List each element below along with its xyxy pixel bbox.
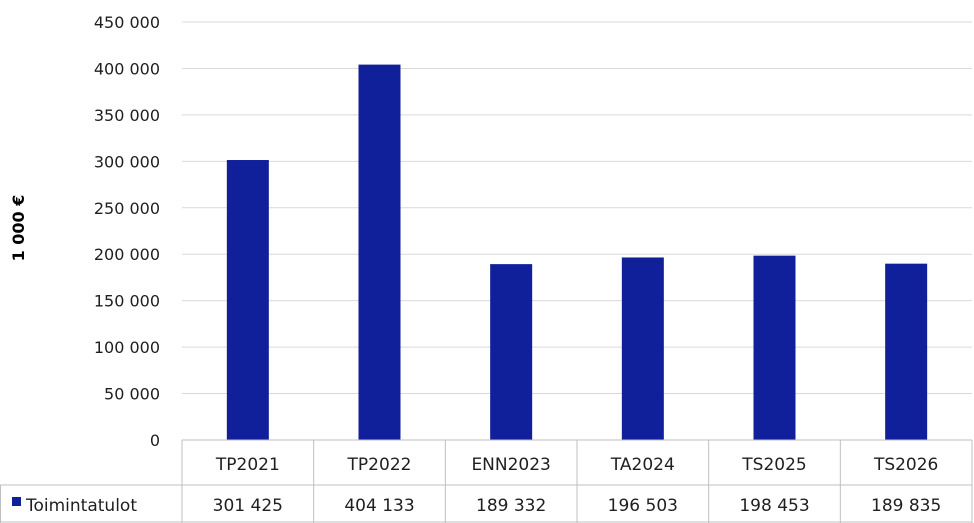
bars (226, 64, 928, 440)
y-axis-label: 1 000 € (9, 195, 28, 262)
y-tick-label: 100 000 (94, 338, 160, 357)
x-category-label: TP2022 (347, 455, 412, 475)
data-table: TP2021 301 425 TP2022 404 133 ENN2023 189 332… (0, 439, 973, 523)
y-tick-label: 350 000 (94, 106, 160, 125)
y-tick-label: 150 000 (94, 292, 160, 311)
y-tick-label: 250 000 (94, 199, 160, 218)
data-value-label: 189 332 (476, 496, 546, 516)
legend-series-name: Toimintatulot (25, 496, 137, 516)
y-axis-ticks: 0 50 000 100 000 150 000 200 000 250 000 300 0… (94, 13, 160, 450)
x-category-label: TS2026 (873, 455, 938, 475)
x-category-label: TS2025 (741, 455, 806, 475)
bar (621, 257, 664, 440)
data-value-label: 404 133 (344, 496, 414, 516)
y-tick-label: 50 000 (104, 385, 160, 404)
x-category-label: ENN2023 (471, 455, 550, 475)
data-value-label: 301 425 (213, 496, 283, 516)
data-value-label: 198 453 (739, 496, 809, 516)
x-category-label: TP2021 (215, 455, 280, 475)
data-value-label: 189 835 (871, 496, 941, 516)
bar (753, 255, 796, 440)
gridlines (182, 21, 972, 395)
y-tick-label: 400 000 (94, 59, 160, 78)
data-value-label: 196 503 (608, 496, 678, 516)
y-tick-label: 200 000 (94, 245, 160, 264)
bar (490, 264, 533, 440)
y-tick-label: 300 000 (94, 152, 160, 171)
legend-marker (12, 497, 21, 506)
bar (358, 64, 401, 440)
bar (885, 263, 928, 440)
bar (226, 160, 269, 440)
x-category-label: TA2024 (610, 455, 675, 475)
y-tick-label: 450 000 (94, 13, 160, 32)
y-tick-label: 0 (150, 431, 160, 450)
